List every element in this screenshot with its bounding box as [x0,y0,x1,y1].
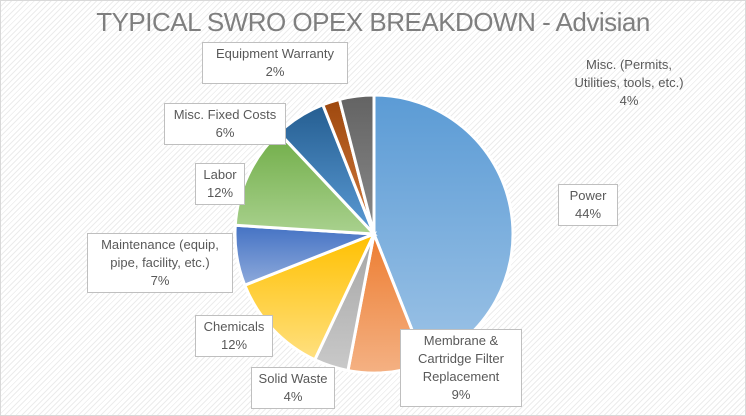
label-percent: 2% [265,64,285,79]
label-category: Chemicals [203,319,265,334]
data-label-chemicals: Chemicals 12% [195,315,273,357]
label-category: Maintenance (equip, pipe, facility, etc.… [101,237,219,270]
label-category: Power [569,188,607,203]
label-category: Labor [203,167,237,182]
label-percent: 9% [451,387,471,402]
data-label-solid-waste: Solid Waste 4% [251,367,335,409]
label-percent: 7% [150,273,170,288]
data-label-membrane: Membrane & Cartridge Filter Replacement … [400,329,522,407]
chart-title: TYPICAL SWRO OPEX BREAKDOWN - Advisian [96,7,650,37]
data-label-labor: Labor 12% [195,163,245,205]
label-category: Membrane & Cartridge Filter Replacement [418,333,504,384]
data-label-misc: Misc. (Permits, Utilities, tools, etc.) … [557,53,701,113]
label-percent: 44% [574,206,602,221]
label-category: Equipment Warranty [215,46,334,61]
label-percent: 6% [215,125,235,140]
label-percent: 12% [206,185,234,200]
label-category: Misc. Fixed Costs [173,107,277,122]
data-label-power: Power 44% [558,184,618,226]
label-percent: 4% [283,389,303,404]
pie-slice-misc-permits-utilities-tools-etc [337,93,376,235]
label-percent: 12% [220,337,248,352]
data-label-equipment-warranty: Equipment Warranty 2% [202,42,348,84]
data-label-misc-fixed: Misc. Fixed Costs 6% [164,103,286,145]
label-category: Misc. (Permits, Utilities, tools, etc.) [574,57,684,90]
data-label-maintenance: Maintenance (equip, pipe, facility, etc.… [87,233,233,293]
label-percent: 4% [619,93,639,108]
label-category: Solid Waste [258,371,328,386]
